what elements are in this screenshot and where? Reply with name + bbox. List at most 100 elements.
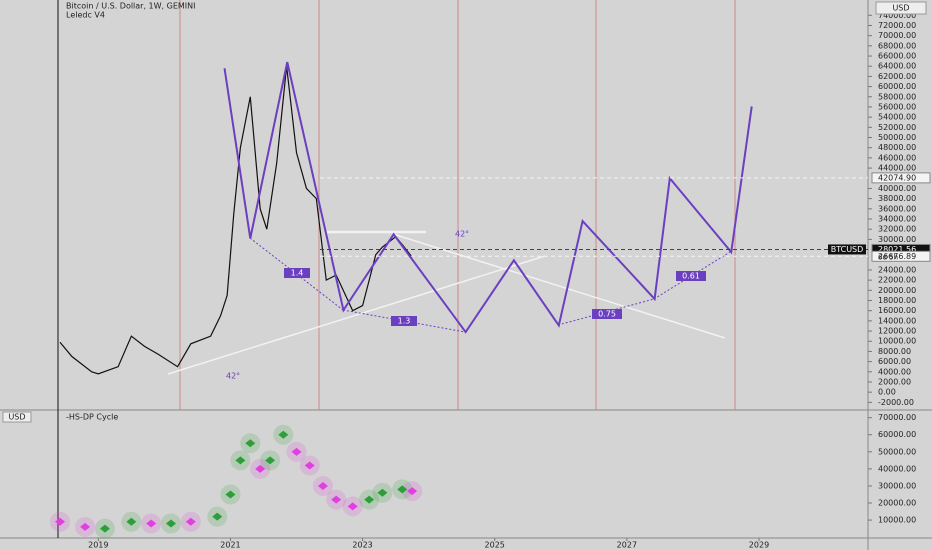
ratio-box	[592, 309, 622, 319]
ratio-label: 1.4	[291, 269, 304, 278]
x-tick-label: 2021	[220, 541, 240, 550]
y-tick-label: 34000.00	[878, 215, 916, 224]
currency-box	[875, 1, 927, 15]
cycle-marker	[225, 490, 236, 499]
cycle-marker	[255, 464, 266, 473]
price-box	[871, 250, 931, 262]
y-tick-label: 66000.00	[878, 52, 916, 61]
cycle-marker	[80, 522, 91, 531]
indicator-title: -HS-DP Cycle	[66, 413, 118, 422]
y-tick-label: 38000.00	[878, 194, 916, 203]
y-tick-label: 20000.00	[878, 499, 916, 508]
cycle-marker	[377, 488, 388, 497]
y-tick-label: 30000.00	[878, 235, 916, 244]
trendline	[392, 233, 726, 339]
y-tick-label: -2000.00	[878, 398, 914, 407]
cycle-marker	[245, 439, 256, 448]
ratio-box	[676, 271, 706, 281]
y-tick-label: 10000.00	[878, 337, 916, 346]
ratio-label: 0.61	[682, 272, 700, 281]
currency: USD	[892, 4, 909, 13]
y-tick-label: 22000.00	[878, 276, 916, 285]
price-label: 26676.89	[878, 252, 916, 261]
y-tick-label: 12000.00	[878, 327, 916, 336]
y-tick-label: 52000.00	[878, 123, 916, 132]
cycle-marker	[55, 517, 65, 526]
currency: USD	[8, 413, 25, 422]
y-tick-label: 60000.00	[878, 82, 916, 91]
cycle-marker	[347, 502, 358, 511]
y-tick-label: 72000.00	[878, 21, 916, 30]
y-tick-label: 18000.00	[878, 296, 916, 305]
y-tick-label: 54000.00	[878, 113, 916, 122]
y-tick-label: 44000.00	[878, 164, 916, 173]
x-tick-label: 2025	[485, 541, 505, 550]
countdown: 6d 5h	[878, 253, 898, 261]
cycle-marker	[317, 481, 328, 490]
y-tick-label: 16000.00	[878, 306, 916, 315]
y-tick-label: 58000.00	[878, 92, 916, 101]
cycle-marker	[165, 519, 176, 528]
y-tick-label: 56000.00	[878, 102, 916, 111]
cycle-marker	[265, 456, 276, 465]
y-tick-label: 74000.00	[878, 11, 916, 20]
y-tick-label: 70000.00	[878, 31, 916, 40]
cycle-marker	[331, 495, 342, 504]
y-tick-label: 8000.00	[878, 347, 911, 356]
y-tick-label: 50000.00	[878, 447, 916, 456]
cycle-marker	[304, 461, 315, 470]
cycle-marker	[212, 512, 223, 521]
y-tick-label: 30000.00	[878, 481, 916, 490]
ratio-label: 0.75	[598, 310, 616, 319]
price-label: 42074.90	[878, 173, 916, 182]
price-box	[871, 172, 931, 184]
cycle-marker	[397, 485, 408, 494]
y-tick-label: 36000.00	[878, 204, 916, 213]
y-tick-label: 20000.00	[878, 286, 916, 295]
trendlines	[167, 230, 726, 375]
price-label: 28021.56	[878, 245, 916, 254]
x-tick-label: 2019	[88, 541, 108, 550]
cycle-marker	[185, 517, 196, 526]
cycle-marker	[364, 495, 375, 504]
chart-title: Bitcoin / U.S. Dollar, 1W, GEMINI	[66, 2, 196, 11]
cycle-marker	[235, 456, 246, 465]
symbol-box	[828, 244, 866, 255]
y-tick-label: 6000.00	[878, 357, 911, 366]
y-tick-label: 0.00	[878, 388, 896, 397]
y-tick-label: 60000.00	[878, 430, 916, 439]
x-tick-label: 2027	[617, 541, 637, 550]
y-tick-label: 50000.00	[878, 133, 916, 142]
price-line	[59, 66, 413, 375]
y-tick-label: 14000.00	[878, 316, 916, 325]
x-tick-label: 2029	[749, 541, 769, 550]
lower-panel: 70000.00 60000.00 50000.00 40000.00 30000.00…	[50, 413, 916, 539]
angle-label: 42°	[455, 230, 469, 239]
x-tick-label: 2023	[352, 541, 372, 550]
y-tick-label: 62000.00	[878, 72, 916, 81]
chart-subtitle: Leledc V4	[66, 11, 105, 20]
y-tick-label: 32000.00	[878, 225, 916, 234]
ratio-box	[284, 268, 310, 278]
cycle-marker	[407, 487, 418, 496]
y-tick-label: 10000.00	[878, 516, 916, 525]
angle-label: 42°	[226, 372, 240, 381]
cycle-marker	[291, 447, 302, 456]
y-tick-label: 70000.00	[878, 413, 916, 422]
cycle-marker	[126, 517, 137, 526]
y-tick-label: 48000.00	[878, 143, 916, 152]
ratio-box	[391, 316, 417, 326]
cycle-marker	[146, 519, 157, 528]
y-tick-label: 40000.00	[878, 464, 916, 473]
y-tick-label: 64000.00	[878, 62, 916, 71]
cycle-marker	[278, 430, 289, 439]
trendline	[167, 255, 546, 375]
cycle-marker	[99, 524, 110, 533]
y-tick-label: 68000.00	[878, 41, 916, 50]
ratio-label: 1.3	[398, 317, 411, 326]
y-tick-label: 24000.00	[878, 265, 916, 274]
y-tick-label: 2000.00	[878, 377, 911, 386]
price-line	[223, 61, 753, 334]
